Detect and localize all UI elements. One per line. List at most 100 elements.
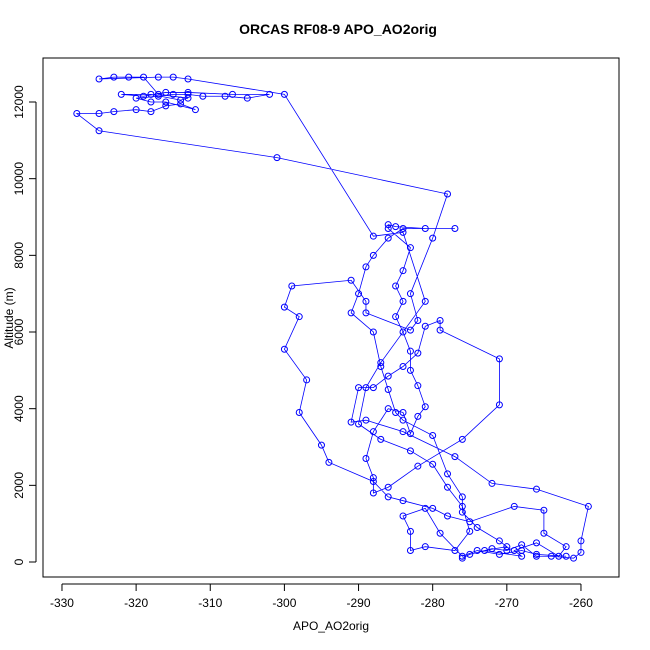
data-point [384,225,392,233]
x-tick-label: -260 [569,596,593,610]
data-point [414,462,422,470]
data-point [444,190,452,198]
data-point [162,102,170,110]
data-point [406,244,414,252]
data-point [355,384,363,392]
data-point [399,512,407,520]
data-point [95,75,103,83]
data-point [184,94,192,102]
data-point [355,290,363,298]
y-tick-label: 4000 [12,395,26,422]
data-point [347,309,355,317]
data-point [399,497,407,505]
data-point [221,92,229,100]
data-point [147,90,155,98]
data-point [362,297,370,305]
data-point [399,363,407,371]
data-point [488,545,496,553]
data-point [288,282,296,290]
data-point [421,322,429,330]
data-point [414,317,422,325]
data-point [392,223,400,231]
chart-title: ORCAS RF08-9 APO_AO2orig [239,21,437,37]
data-point [184,75,192,83]
data-point [369,478,377,486]
data-point [162,88,170,96]
data-point [577,548,585,556]
data-point [406,527,414,535]
data-point [532,485,540,493]
x-tick-label: -270 [495,596,519,610]
data-point [392,313,400,321]
data-point [577,537,585,545]
data-point [392,282,400,290]
x-tick-label: -320 [124,596,148,610]
data-point [399,409,407,417]
data-point [355,420,363,428]
data-point [147,108,155,116]
data-point [199,92,207,100]
data-point [280,303,288,311]
data-point [562,543,570,551]
data-point [510,547,518,555]
data-point [503,547,511,555]
data-point [444,483,452,491]
y-tick-label: 10000 [12,162,26,196]
data-point [421,403,429,411]
data-point [162,98,170,106]
data-point [532,550,540,558]
data-point [458,493,466,501]
x-tick-label: -280 [421,596,445,610]
data-point [540,506,548,514]
data-point [503,543,511,551]
data-point [303,376,311,384]
data-point [243,94,251,102]
data-point [451,547,459,555]
data-point [458,435,466,443]
data-point [184,90,192,98]
data-point [273,154,281,162]
data-point [429,460,437,468]
data-point [362,455,370,463]
data-point [384,221,392,229]
y-tick-label: 0 [12,558,26,565]
data-point [466,518,474,526]
data-point [362,416,370,424]
data-point [369,251,377,259]
data-point [495,537,503,545]
data-point [177,96,185,104]
data-point [458,554,466,562]
data-point [377,359,385,367]
data-point [406,347,414,355]
data-point [399,328,407,336]
data-point [347,276,355,284]
data-point [399,267,407,275]
data-point [414,382,422,390]
data-point [369,428,377,436]
data-point [362,309,370,317]
data-point [466,527,474,535]
y-tick-label: 2000 [12,472,26,499]
data-point [73,110,81,118]
data-point [384,234,392,242]
y-axis-label: Altitude (m) [2,287,16,348]
data-point [555,552,563,560]
data-point [169,90,177,98]
data-point [421,543,429,551]
data-point [154,73,162,81]
data-point [117,90,125,98]
data-point [406,547,414,555]
data-point [325,458,333,466]
data-point [154,92,162,100]
data-point [481,547,489,555]
data-point [444,512,452,520]
data-point [495,355,503,363]
data-point [406,430,414,438]
data-point [362,384,370,392]
data-point [421,297,429,305]
data-point [414,349,422,357]
data-point [384,493,392,501]
data-point [547,552,555,560]
data-point [510,502,518,510]
